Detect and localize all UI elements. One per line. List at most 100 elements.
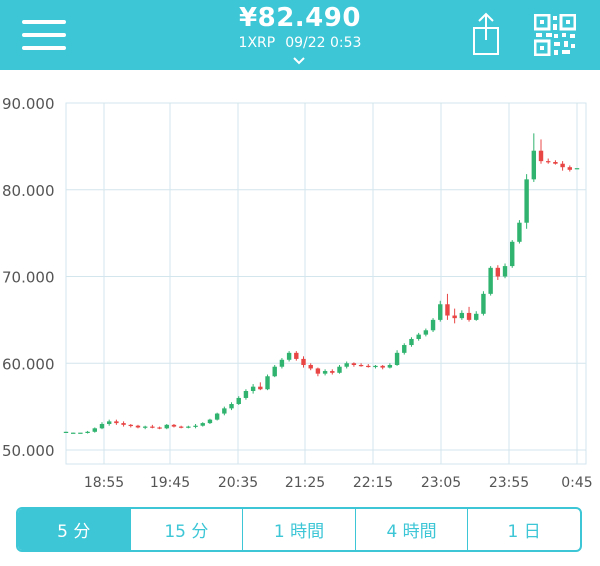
y-axis-tick-label: 60.000 bbox=[2, 355, 55, 373]
menu-icon[interactable] bbox=[22, 20, 66, 50]
candle-body bbox=[121, 423, 126, 425]
y-axis-tick-label: 80.000 bbox=[2, 182, 55, 200]
candle-body bbox=[301, 358, 306, 365]
candle-body bbox=[178, 426, 184, 428]
candle-body bbox=[524, 179, 529, 223]
tab-timeframe[interactable]: 4 時間 bbox=[356, 509, 469, 550]
candle-body bbox=[358, 364, 364, 367]
x-axis-tick-label: 20:35 bbox=[218, 475, 258, 491]
candle-body bbox=[294, 352, 299, 359]
tab-timeframe[interactable]: 1 時間 bbox=[243, 509, 356, 550]
candle-body bbox=[373, 365, 378, 368]
candle-body bbox=[337, 366, 342, 373]
candle-body bbox=[200, 423, 205, 426]
candle-body bbox=[423, 330, 429, 335]
y-axis-tick-label: 90.000 bbox=[2, 95, 55, 113]
candle-body bbox=[330, 371, 335, 373]
candle-body bbox=[452, 315, 457, 319]
y-axis-tick-label: 50.000 bbox=[2, 442, 55, 460]
x-axis-tick-label: 22:15 bbox=[353, 475, 393, 491]
candle-body bbox=[315, 368, 321, 374]
price-datetime: 09/22 0:53 bbox=[285, 35, 362, 51]
candle-body bbox=[128, 424, 133, 427]
candle-body bbox=[85, 431, 90, 433]
candle-body bbox=[222, 408, 227, 414]
candle-body bbox=[171, 424, 177, 427]
candle-body bbox=[106, 421, 112, 424]
candle-body bbox=[258, 386, 263, 390]
candle-body bbox=[99, 423, 105, 429]
x-axis-tick-label: 19:45 bbox=[150, 475, 190, 491]
candle-body bbox=[70, 432, 76, 434]
header-bar: ¥82.490 1XRP 09/22 0:53 bbox=[0, 0, 600, 70]
candle-body bbox=[574, 168, 580, 170]
candle-body bbox=[207, 419, 213, 424]
candle-body bbox=[387, 364, 393, 368]
candle-body bbox=[567, 167, 573, 170]
candle-body bbox=[402, 345, 407, 353]
candle-body bbox=[495, 267, 501, 277]
y-axis-tick-label: 70.000 bbox=[2, 269, 55, 287]
candle-body bbox=[474, 313, 479, 320]
pair-unit: 1XRP bbox=[238, 35, 276, 51]
candle-body bbox=[438, 304, 443, 320]
candle-body bbox=[517, 222, 522, 242]
candlestick-chart[interactable]: 90.000 80.000 70.000 60.000 50.000 18:55 19:45… bbox=[0, 90, 600, 495]
candle-body bbox=[142, 426, 148, 428]
candle-body bbox=[510, 241, 515, 267]
candle-body bbox=[351, 363, 357, 365]
x-axis-tick-label: 0:45 bbox=[561, 475, 592, 491]
candle-body bbox=[272, 366, 277, 377]
candle-body bbox=[92, 428, 97, 432]
candle-body bbox=[229, 404, 234, 409]
candle-body bbox=[394, 352, 400, 365]
tab-timeframe[interactable]: 5 分 bbox=[18, 509, 131, 550]
x-axis-tick-label: 18:55 bbox=[84, 475, 124, 491]
candle-body bbox=[553, 161, 558, 164]
candle-body bbox=[459, 312, 465, 319]
candle-body bbox=[322, 371, 328, 374]
candle-body bbox=[214, 413, 220, 420]
plot-frame bbox=[65, 102, 587, 465]
candle-body bbox=[560, 163, 565, 168]
candle-body bbox=[344, 363, 349, 367]
candle-body bbox=[538, 150, 544, 162]
candle-body bbox=[164, 424, 169, 429]
candle-body bbox=[114, 421, 119, 424]
candle-body bbox=[409, 338, 414, 346]
chevron-down-icon[interactable] bbox=[292, 56, 306, 66]
x-axis-tick-label: 23:05 bbox=[421, 475, 461, 491]
candle-body bbox=[63, 431, 69, 433]
qr-code-icon[interactable] bbox=[534, 14, 576, 56]
candle-body bbox=[265, 376, 270, 390]
x-axis-tick-label: 23:55 bbox=[489, 475, 529, 491]
candle-body bbox=[308, 364, 313, 369]
candle-body bbox=[481, 293, 486, 314]
candle-body bbox=[157, 427, 162, 429]
price-subtitle: 1XRP 09/22 0:53 bbox=[0, 35, 600, 51]
candle-body bbox=[150, 426, 155, 428]
candle-body bbox=[502, 266, 508, 277]
x-axis-tick-label: 21:25 bbox=[285, 475, 325, 491]
tab-timeframe[interactable]: 15 分 bbox=[131, 509, 244, 550]
candle-body bbox=[286, 352, 292, 360]
candle-body bbox=[135, 425, 141, 428]
candle-body bbox=[193, 425, 198, 427]
candle-body bbox=[531, 150, 537, 180]
candle-body bbox=[78, 432, 83, 434]
candle-body bbox=[445, 304, 450, 316]
candle-body bbox=[546, 161, 551, 163]
share-icon[interactable] bbox=[472, 12, 500, 56]
candle-body bbox=[279, 359, 285, 367]
candle-body bbox=[416, 334, 421, 339]
candle-body bbox=[243, 391, 249, 398]
candle-body bbox=[366, 365, 371, 368]
current-price: ¥82.490 bbox=[239, 3, 361, 33]
candle-body bbox=[430, 319, 436, 331]
candle-body bbox=[466, 312, 472, 320]
candle-body bbox=[186, 426, 191, 428]
candle-body bbox=[488, 267, 493, 294]
tab-timeframe[interactable]: 1 日 bbox=[507, 522, 541, 542]
candle-body bbox=[380, 365, 385, 368]
